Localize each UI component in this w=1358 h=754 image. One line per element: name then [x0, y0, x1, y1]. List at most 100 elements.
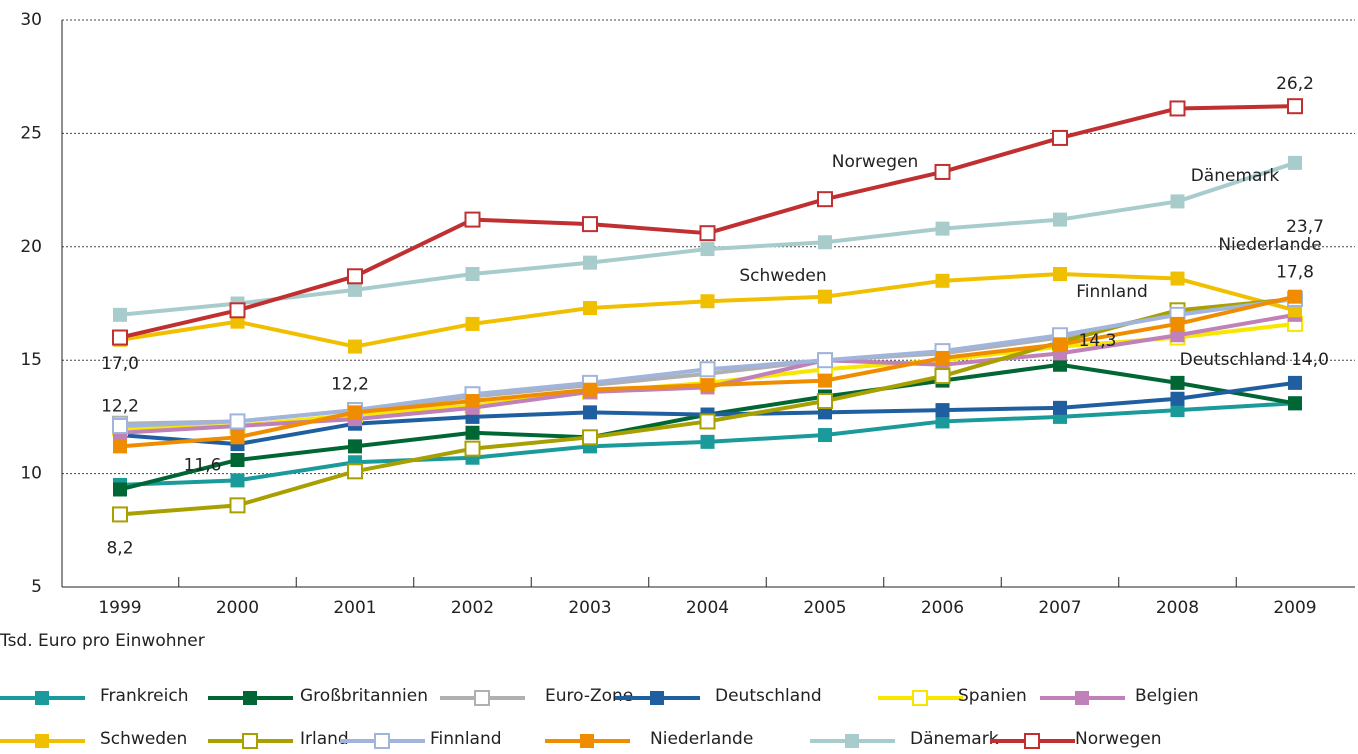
legend-marker: [580, 734, 594, 748]
data-point: [583, 255, 597, 270]
data-point: [348, 439, 362, 454]
y-tick-label: 20: [20, 237, 42, 257]
x-tick-label: 2007: [1038, 598, 1081, 618]
legend-marker: [474, 690, 490, 706]
data-point: [464, 440, 481, 457]
data-point: [699, 225, 716, 242]
data-point: [700, 294, 715, 309]
data-point: [1288, 155, 1302, 170]
data-point: [465, 267, 480, 282]
legend-label: Belgien: [1135, 686, 1199, 706]
value-label: 14,0: [1291, 350, 1329, 370]
data-point: [582, 216, 598, 233]
legend-label: Schweden: [100, 729, 187, 749]
legend-marker: [650, 691, 664, 705]
value-label: 8,2: [106, 538, 133, 558]
data-point: [817, 352, 833, 369]
data-point: [934, 163, 951, 180]
data-point: [1052, 129, 1068, 146]
x-tick-label: 2006: [921, 598, 964, 618]
value-label: 12,2: [101, 397, 139, 417]
data-point: [818, 289, 832, 304]
x-tick-label: 2000: [216, 598, 259, 618]
legend-label: Dänemark: [910, 729, 999, 749]
data-point: [583, 382, 597, 397]
data-point: [230, 430, 245, 445]
legend-label: Irland: [300, 729, 349, 749]
data-point: [934, 368, 951, 385]
legend-label: Deutschland: [715, 686, 822, 706]
annotation: Finnland: [1076, 282, 1148, 302]
x-tick-label: 2001: [333, 598, 376, 618]
data-point: [465, 394, 480, 409]
data-point: [935, 350, 950, 365]
legend-marker: [35, 691, 49, 705]
x-tick-label: 2008: [1156, 598, 1199, 618]
annotation: Norwegen: [832, 152, 919, 172]
data-point: [465, 316, 480, 331]
data-point: [348, 405, 362, 420]
data-point: [229, 413, 246, 430]
data-point: [935, 414, 950, 429]
legend-marker: [243, 691, 257, 705]
data-point: [230, 473, 245, 488]
data-point: [112, 329, 128, 346]
data-point: [464, 211, 481, 228]
data-point: [935, 403, 950, 418]
x-tick-label: 2004: [686, 598, 729, 618]
legend-label: Niederlande: [650, 729, 753, 749]
data-point: [1288, 396, 1302, 411]
data-point: [1170, 375, 1185, 390]
data-point: [1170, 403, 1185, 418]
data-point: [1170, 194, 1185, 209]
data-point: [817, 393, 833, 410]
x-tick-label: 2005: [803, 598, 846, 618]
y-tick-label: 15: [20, 350, 42, 370]
data-point: [699, 413, 716, 430]
data-point: [230, 452, 245, 467]
data-point: [1170, 391, 1185, 406]
x-tick-label: 2009: [1273, 598, 1316, 618]
data-point: [112, 417, 128, 434]
data-point: [582, 429, 598, 446]
data-point: [347, 268, 363, 285]
value-label: 14,3: [1079, 331, 1117, 351]
data-point: [817, 191, 833, 208]
data-point: [113, 307, 127, 322]
data-point: [348, 339, 362, 354]
value-label: 17,0: [101, 354, 139, 374]
data-point: [113, 439, 127, 454]
data-point: [229, 302, 246, 319]
legend-marker: [35, 734, 49, 748]
data-point: [818, 235, 832, 250]
data-point: [1053, 337, 1067, 352]
data-point: [1170, 271, 1185, 286]
y-tick-label: 30: [20, 10, 42, 30]
y-unit-label: Tsd. Euro pro Einwohner: [0, 631, 205, 651]
value-label: 12,2: [331, 375, 369, 395]
y-tick-label: 10: [20, 464, 42, 484]
y-tick-label: 25: [20, 123, 42, 143]
legend-label: Euro-Zone: [545, 686, 633, 706]
series-line: [119, 296, 1296, 517]
data-point: [818, 373, 832, 388]
annotation: Deutschland: [1180, 350, 1287, 370]
data-point: [347, 463, 363, 480]
data-point: [1170, 316, 1185, 331]
data-point: [1287, 98, 1303, 115]
data-point: [700, 378, 715, 393]
data-point: [112, 506, 128, 523]
legend-marker: [845, 734, 859, 748]
data-point: [229, 497, 246, 514]
annotation: Schweden: [739, 266, 826, 286]
legend-marker: [1075, 691, 1089, 705]
legend-label: Großbritannien: [300, 686, 428, 706]
data-point: [348, 282, 362, 297]
data-point: [1053, 357, 1067, 372]
data-point: [1288, 289, 1302, 304]
value-label: 26,2: [1276, 74, 1314, 94]
value-label: 17,8: [1276, 263, 1314, 283]
legend-marker: [242, 733, 258, 749]
legend-label: Frankreich: [100, 686, 189, 706]
